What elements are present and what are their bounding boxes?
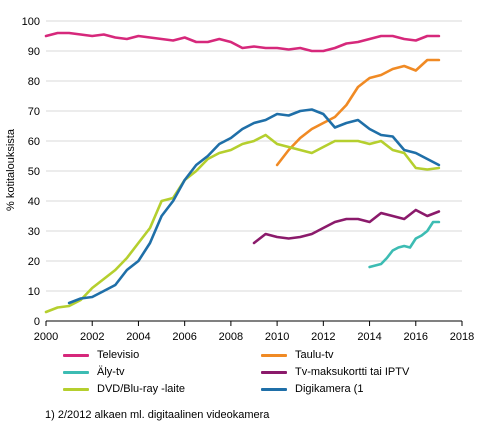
x-tick-label: 2014 [357,331,381,343]
y-tick-label: 70 [28,106,40,118]
series-line-tv-maksukortti-tai-iptv [252,208,441,245]
legend-item-tv-maksukortti: Tv-maksukortti tai IPTV [261,366,409,378]
series-line-taulu-tv [275,58,441,167]
x-tick-label: 2008 [219,331,243,343]
x-tick-label: 2002 [80,331,104,343]
legend-label: Äly-tv [97,366,125,378]
legend-item-aly-tv: Äly-tv [63,366,125,378]
y-tick-label: 80 [28,76,40,88]
y-tick-label: 60 [28,136,40,148]
legend-label: Digikamera (1 [295,383,364,395]
y-tick-label: 50 [28,166,40,178]
legend-swatch [261,353,287,357]
x-tick-label: 2010 [265,331,289,343]
legend-label: Televisio [97,349,140,361]
x-tick-label: 2012 [311,331,335,343]
legend-swatch [63,353,89,357]
x-tick-label: 2004 [126,331,150,343]
legend-item-televisio: Televisio [63,349,139,361]
series-line-digikamera-1 [67,108,441,305]
y-tick-label: 20 [28,256,40,268]
y-axis-label: % kotitalouksista [5,128,17,211]
legend-item-digikamera: Digikamera (1 [261,383,363,395]
series-line-televisio [44,31,441,53]
legend-swatch [261,370,287,374]
tick-labels: 0 10 20 30 40 50 60 70 80 90 100 2000 2002 2004 2006 20… [22,16,475,343]
legend-swatch [63,387,89,391]
legend-item-dvd-bluray: DVD/Blu-ray -laite [63,383,185,395]
legend-label: Taulu-tv [295,349,334,361]
series-line-ly-tv [368,220,441,269]
legend-label: Tv-maksukortti tai IPTV [295,366,410,378]
series-layer [44,31,441,314]
y-tick-label: 0 [34,316,40,328]
y-tick-label: 30 [28,226,40,238]
x-tick-label: 2018 [450,331,474,343]
y-tick-label: 40 [28,196,40,208]
x-tick-label: 2016 [404,331,428,343]
y-tick-label: 100 [22,16,40,28]
footnote: 1) 2/2012 alkaen ml. digitaalinen videok… [45,409,270,421]
legend-item-taulu-tv: Taulu-tv [261,349,334,361]
legend-label: DVD/Blu-ray -laite [97,383,186,395]
axes [45,320,463,326]
series-line-dvd-blu-ray-laite [44,133,441,314]
legend-swatch [261,387,287,391]
y-tick-label: 10 [28,286,40,298]
x-tick-label: 2006 [172,331,196,343]
gridlines [46,20,462,292]
x-tick-label: 2000 [34,331,58,343]
legend-swatch [63,370,89,374]
y-tick-label: 90 [28,46,40,58]
